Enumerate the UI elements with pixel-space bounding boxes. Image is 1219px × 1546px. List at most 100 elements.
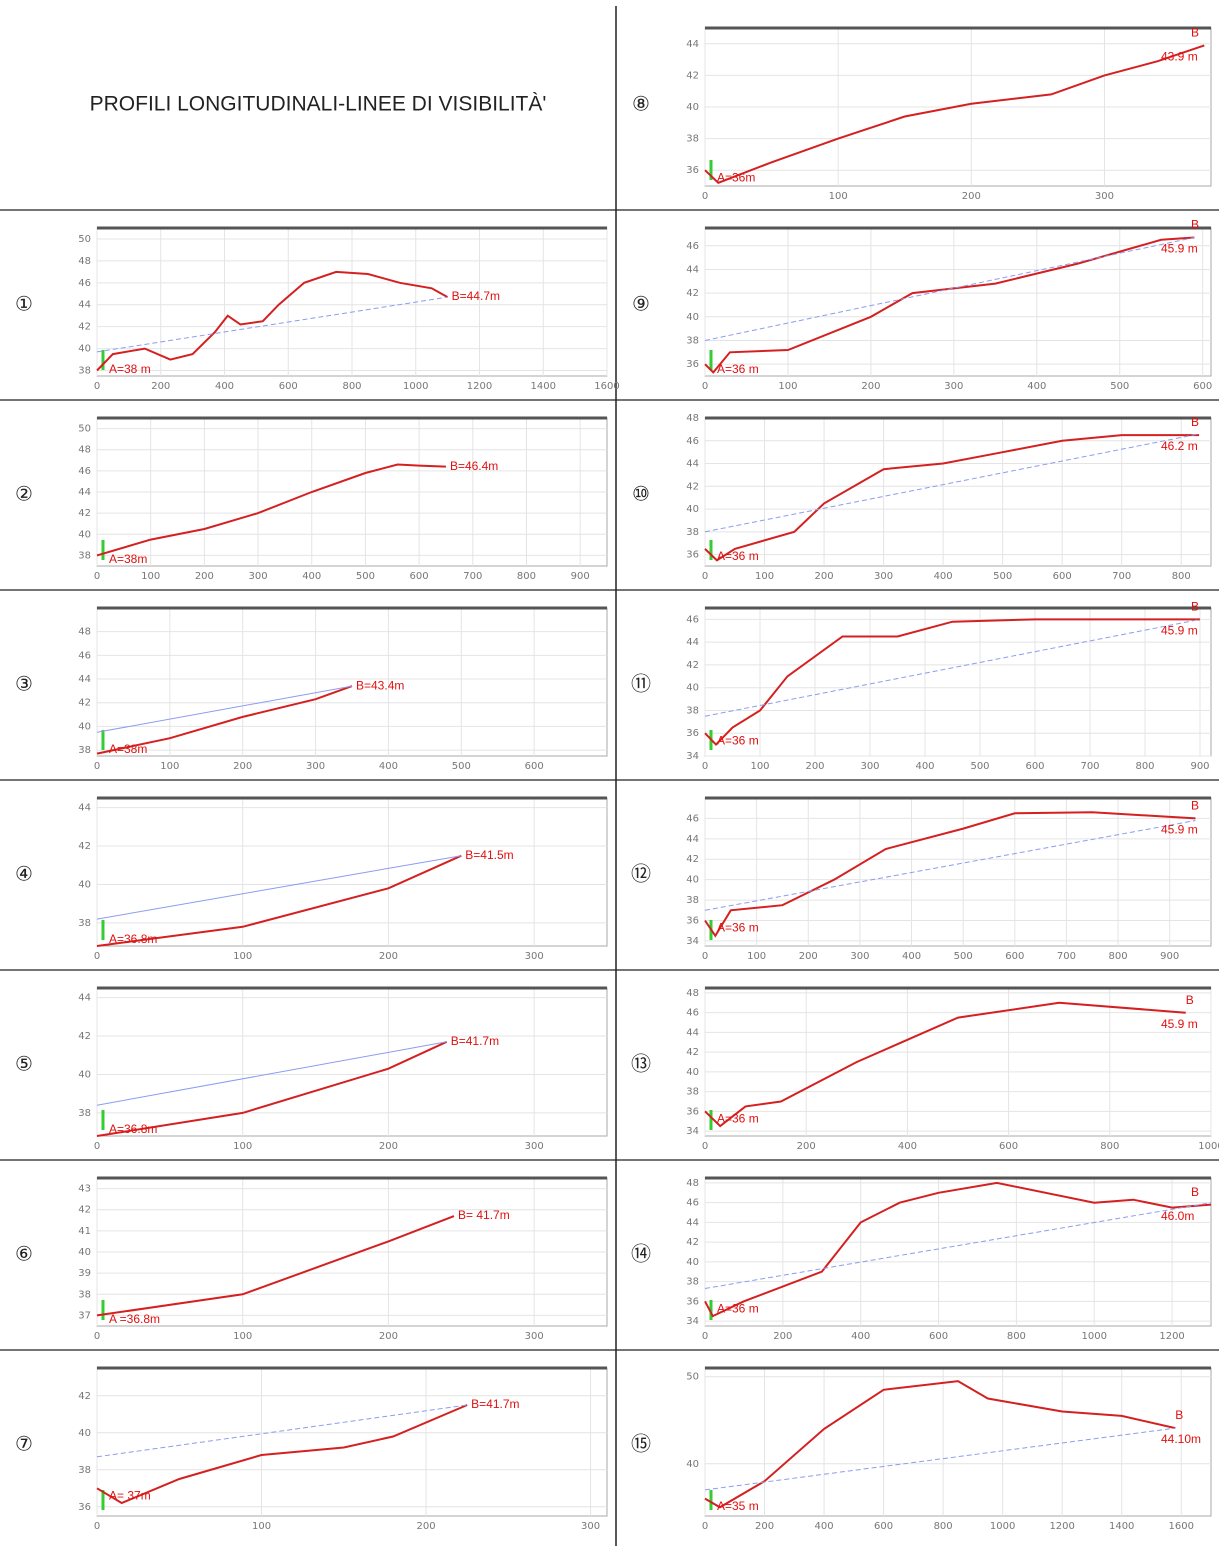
x-tick-label: 400 [934, 571, 953, 582]
panel-number: ⑬ [631, 1052, 651, 1076]
y-tick-label: 46 [686, 1198, 699, 1209]
y-tick-label: 44 [78, 993, 91, 1004]
x-tick-label: 0 [94, 951, 100, 962]
y-tick-label: 38 [686, 895, 699, 906]
y-tick-label: 42 [78, 1391, 91, 1402]
y-tick-label: 44 [686, 264, 699, 275]
x-tick-label: 700 [1080, 761, 1099, 772]
point-b-label: B [1191, 26, 1199, 40]
point-b-label: B=44.7m [452, 289, 500, 303]
plot-area [97, 798, 607, 946]
x-tick-label: 900 [571, 571, 590, 582]
x-tick-label: 100 [750, 761, 769, 772]
y-tick-label: 44 [78, 803, 91, 814]
y-tick-label: 38 [78, 918, 91, 929]
x-tick-label: 300 [249, 571, 268, 582]
y-tick-label: 48 [686, 988, 699, 999]
plot-area [705, 1368, 1211, 1516]
x-tick-label: 300 [581, 1521, 600, 1532]
x-tick-label: 500 [1110, 381, 1129, 392]
x-tick-label: 0 [702, 761, 708, 772]
x-tick-label: 600 [929, 1331, 948, 1342]
x-tick-label: 400 [215, 381, 234, 392]
panel-number: ⑪ [631, 672, 651, 696]
y-tick-label: 40 [686, 1067, 699, 1078]
x-tick-label: 200 [861, 381, 880, 392]
panel-number: ⑮ [631, 1432, 651, 1456]
x-tick-label: 100 [233, 1141, 252, 1152]
y-tick-label: 44 [686, 1217, 699, 1228]
y-tick-label: 38 [78, 1289, 91, 1300]
point-b-elevation: 45.9 m [1161, 823, 1198, 837]
panel-number: ④ [15, 862, 33, 886]
x-tick-label: 600 [1005, 951, 1024, 962]
x-tick-label: 0 [94, 1331, 100, 1342]
x-tick-label: 800 [517, 571, 536, 582]
point-b-label: B [1186, 993, 1194, 1007]
x-tick-label: 400 [902, 951, 921, 962]
x-tick-label: 1400 [1109, 1521, 1134, 1532]
x-tick-label: 0 [94, 1521, 100, 1532]
x-tick-label: 500 [970, 761, 989, 772]
x-tick-label: 1000 [1082, 1331, 1107, 1342]
x-tick-label: 800 [1172, 571, 1191, 582]
y-tick-label: 50 [78, 424, 91, 435]
y-tick-label: 44 [686, 637, 699, 648]
x-tick-label: 800 [1109, 951, 1128, 962]
x-tick-label: 400 [815, 1521, 834, 1532]
x-tick-label: 900 [1160, 951, 1179, 962]
point-a-label: A=36m [717, 170, 755, 184]
x-tick-label: 500 [452, 761, 471, 772]
x-tick-label: 0 [702, 951, 708, 962]
point-a-label: A=38m [109, 742, 147, 756]
x-tick-label: 0 [702, 381, 708, 392]
panel-number: ⑧ [632, 92, 650, 116]
x-tick-label: 1400 [531, 381, 556, 392]
y-tick-label: 42 [78, 698, 91, 709]
point-a-label: A=36 m [717, 921, 759, 935]
y-tick-label: 40 [78, 529, 91, 540]
point-b-label: B [1191, 218, 1199, 232]
x-tick-label: 200 [755, 1521, 774, 1532]
x-tick-label: 300 [850, 951, 869, 962]
panel-number: ⑫ [631, 862, 651, 886]
y-tick-label: 39 [78, 1268, 91, 1279]
y-tick-label: 44 [78, 674, 91, 685]
x-tick-label: 200 [379, 951, 398, 962]
x-tick-label: 0 [702, 1331, 708, 1342]
y-tick-label: 48 [686, 413, 699, 424]
y-tick-label: 46 [686, 241, 699, 252]
y-tick-label: 41 [78, 1226, 91, 1237]
x-tick-label: 200 [195, 571, 214, 582]
x-tick-label: 100 [141, 571, 160, 582]
y-tick-label: 42 [686, 288, 699, 299]
x-tick-label: 600 [1053, 571, 1072, 582]
x-tick-label: 200 [799, 951, 818, 962]
point-a-label: A=36 m [717, 733, 759, 747]
point-a-label: A=38 m [109, 362, 151, 376]
y-tick-label: 36 [78, 1502, 91, 1513]
y-tick-label: 44 [78, 300, 91, 311]
x-tick-label: 100 [829, 191, 848, 202]
point-b-elevation: 44.10m [1161, 1432, 1201, 1446]
point-a-label: A=36.8m [109, 932, 157, 946]
point-a-label: A=36 m [717, 362, 759, 376]
y-tick-label: 42 [686, 481, 699, 492]
panel-number: ⑥ [15, 1242, 33, 1266]
panel-number: ⑩ [632, 482, 650, 506]
point-b-label: B=46.4m [450, 459, 498, 473]
point-b-label: B [1191, 799, 1199, 813]
x-tick-label: 1200 [1049, 1521, 1074, 1532]
x-tick-label: 0 [94, 571, 100, 582]
point-a-label: A= 37m [109, 1488, 151, 1502]
x-tick-label: 200 [815, 571, 834, 582]
y-tick-label: 40 [686, 504, 699, 515]
x-tick-label: 1200 [1159, 1331, 1184, 1342]
point-b-label: B [1191, 1185, 1199, 1199]
x-tick-label: 800 [342, 381, 361, 392]
point-b-label: B [1175, 1408, 1183, 1422]
x-tick-label: 400 [302, 571, 321, 582]
point-b-elevation: 45.9 m [1161, 242, 1198, 256]
y-tick-label: 48 [78, 256, 91, 267]
y-tick-label: 43 [78, 1184, 91, 1195]
